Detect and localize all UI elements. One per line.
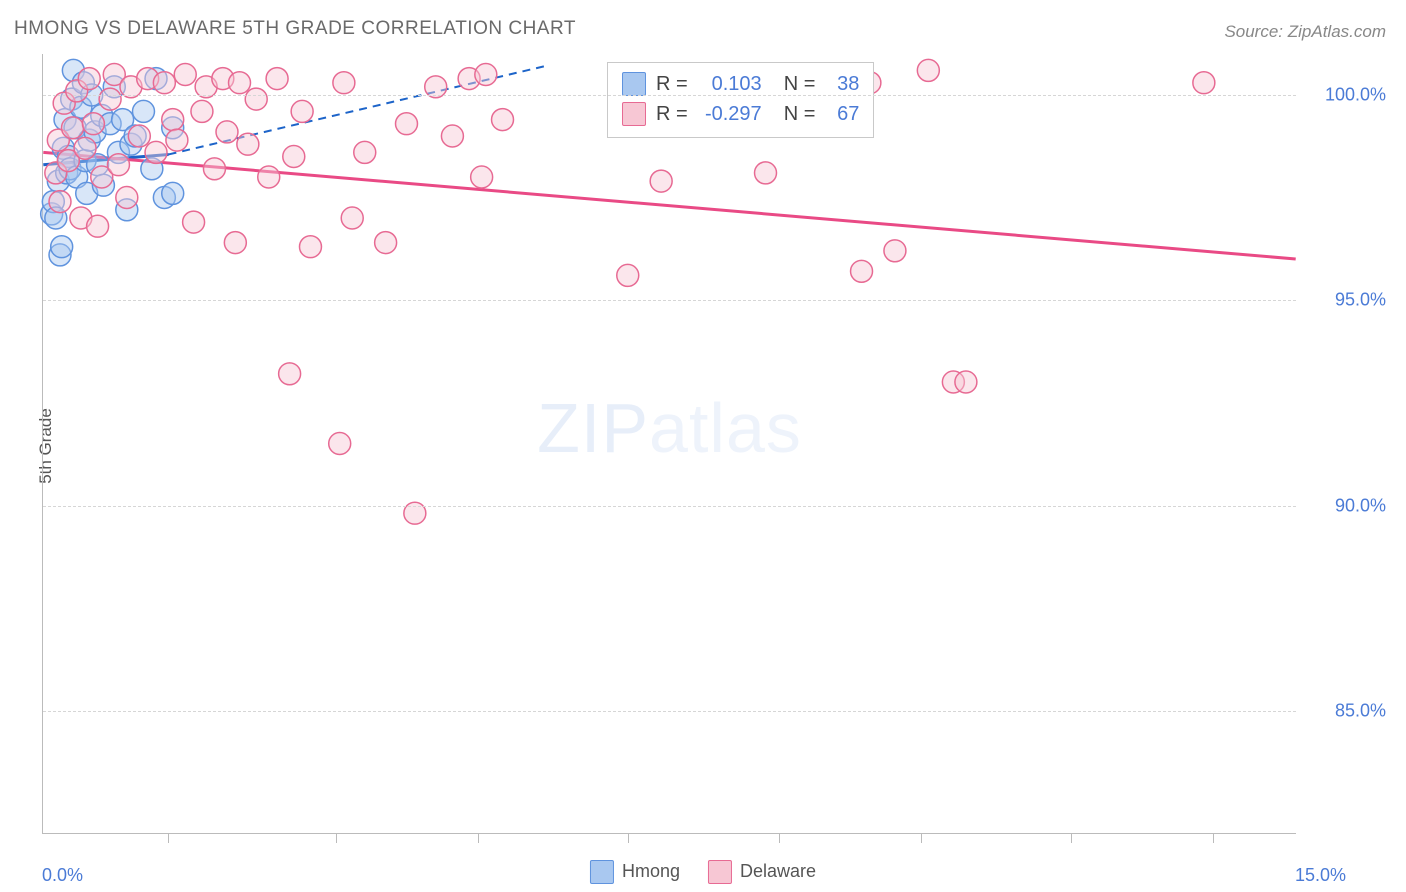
data-point [237,133,259,155]
x-tick [628,833,629,843]
gridline [43,300,1296,301]
data-point [203,158,225,180]
legend-item: Hmong [590,860,680,884]
data-point [162,182,184,204]
data-point [471,166,493,188]
x-tick [779,833,780,843]
stat-r-value: -0.297 [698,99,762,129]
x-tick [168,833,169,843]
data-point [153,72,175,94]
data-point [133,100,155,122]
data-point [145,141,167,163]
data-point [441,125,463,147]
data-point [87,215,109,237]
data-point [78,68,100,90]
data-point [1193,72,1215,94]
legend-label: Delaware [740,861,816,881]
data-point [884,240,906,262]
stats-row: R = -0.297 N = 67 [622,99,859,129]
data-point [851,260,873,282]
data-point [341,207,363,229]
data-point [229,72,251,94]
data-point [191,100,213,122]
legend-swatch-icon [708,860,732,884]
data-point [492,109,514,131]
stat-n-value: 67 [825,99,859,129]
gridline [43,711,1296,712]
x-tick [478,833,479,843]
legend-swatch-icon [622,72,646,96]
data-point [299,236,321,258]
points-layer [43,54,1296,833]
data-point [74,137,96,159]
data-point [617,264,639,286]
data-point [216,121,238,143]
data-point [354,141,376,163]
source-label: Source: ZipAtlas.com [1224,22,1386,42]
x-axis-min-label: 0.0% [42,865,83,886]
data-point [917,59,939,81]
y-tick-label: 85.0% [1335,700,1386,721]
data-point [224,232,246,254]
x-tick [336,833,337,843]
data-point [62,117,84,139]
data-point [128,125,150,147]
data-point [174,64,196,86]
y-tick-label: 90.0% [1335,495,1386,516]
data-point [116,187,138,209]
legend-swatch-icon [590,860,614,884]
data-point [258,166,280,188]
data-point [82,113,104,135]
legend-bottom: Hmong Delaware [590,860,816,884]
data-point [475,64,497,86]
data-point [279,363,301,385]
gridline [43,506,1296,507]
data-point [333,72,355,94]
data-point [183,211,205,233]
data-point [329,433,351,455]
stat-r-label: R = [656,99,688,129]
plot-area: ZIPatlas R =0.103N =38R =-0.297N =67 [42,54,1296,834]
x-tick [921,833,922,843]
data-point [755,162,777,184]
y-tick-label: 100.0% [1325,85,1386,106]
chart-title: HMONG VS DELAWARE 5TH GRADE CORRELATION … [14,18,576,40]
data-point [955,371,977,393]
x-tick [1071,833,1072,843]
data-point [283,146,305,168]
data-point [166,129,188,151]
data-point [396,113,418,135]
x-tick [1213,833,1214,843]
legend-label: Hmong [622,861,680,881]
data-point [375,232,397,254]
legend-item: Delaware [708,860,816,884]
data-point [99,88,121,110]
data-point [162,109,184,131]
legend-swatch-icon [622,102,646,126]
x-axis-max-label: 15.0% [1295,865,1346,886]
y-tick-label: 95.0% [1335,290,1386,311]
stats-box: R =0.103N =38R =-0.297N =67 [607,62,874,138]
data-point [49,191,71,213]
data-point [291,100,313,122]
stat-n-label: N = [784,99,816,129]
data-point [650,170,672,192]
gridline [43,95,1296,96]
data-point [107,154,129,176]
data-point [266,68,288,90]
data-point [245,88,267,110]
data-point [51,236,73,258]
